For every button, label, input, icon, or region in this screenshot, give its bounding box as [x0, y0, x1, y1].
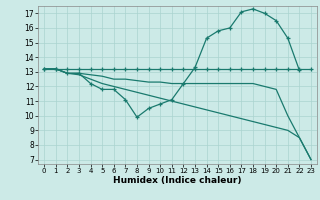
X-axis label: Humidex (Indice chaleur): Humidex (Indice chaleur) — [113, 176, 242, 185]
